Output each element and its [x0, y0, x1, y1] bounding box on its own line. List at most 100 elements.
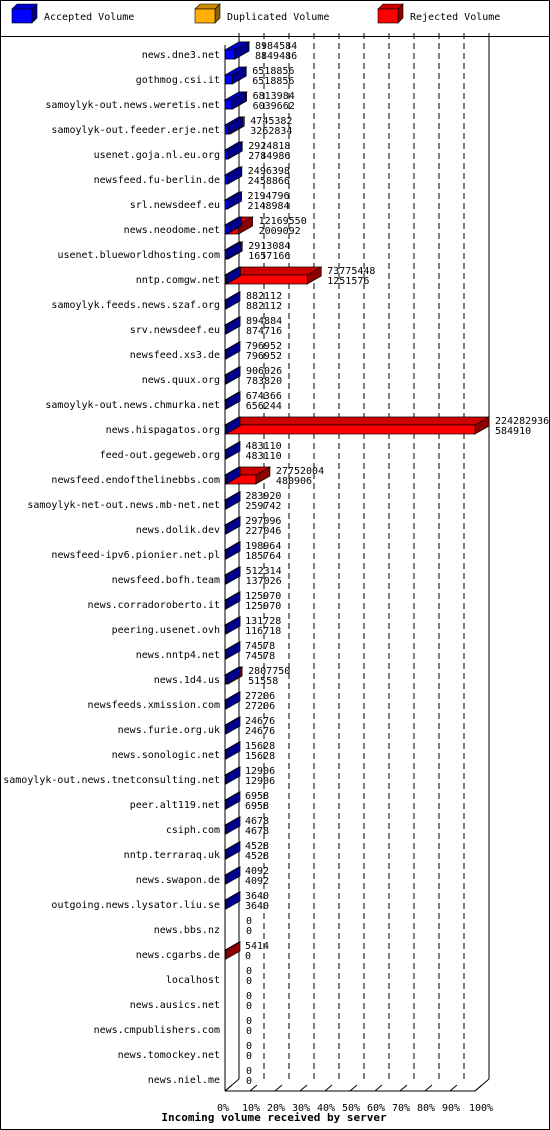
data-label-total: 27206 — [245, 691, 275, 702]
data-label-accepted: 6039662 — [253, 101, 295, 112]
category-label: localhost — [166, 975, 220, 986]
data-label-total: 74578 — [245, 641, 275, 652]
category-label: news.dne3.net — [142, 50, 220, 61]
category-label: usenet.goja.nl.eu.org — [94, 150, 220, 161]
x-tick-mark — [474, 1084, 483, 1092]
data-label-total: 0 — [246, 1066, 252, 1077]
data-label-accepted: 0 — [246, 976, 252, 987]
data-label-total: 24676 — [245, 716, 275, 727]
category-label: samoylyk-net-out.news.mb-net.net — [27, 500, 220, 511]
x-tick-mark — [349, 1084, 358, 1092]
bar-accepted — [224, 199, 228, 210]
x-tick-label: 60% — [367, 1103, 385, 1114]
category-label: news.corradoroberto.it — [88, 600, 220, 611]
data-label-accepted: 0 — [246, 1026, 252, 1037]
category-label: outgoing.news.lysator.liu.se — [51, 900, 220, 911]
category-label: gothmog.csi.it — [136, 75, 220, 86]
data-label-accepted: 6958 — [245, 801, 269, 812]
x-tick-label: 20% — [267, 1103, 285, 1114]
bar-accepted — [224, 774, 227, 785]
category-label: news.furie.org.uk — [118, 725, 220, 736]
category-label: newsfeed.bofh.team — [112, 575, 220, 586]
x-tick-label: 80% — [417, 1103, 435, 1114]
data-label-accepted: 483110 — [246, 451, 282, 462]
bar-accepted — [224, 499, 227, 510]
data-label-accepted: 6518856 — [252, 76, 294, 87]
bar-accepted — [224, 799, 227, 810]
bar-accepted — [224, 849, 227, 860]
data-label-accepted: 656244 — [246, 401, 282, 412]
data-label-accepted: 874716 — [246, 326, 282, 337]
data-label-total: 198964 — [245, 541, 281, 552]
legend-label: Rejected Volume — [410, 12, 500, 23]
bar-accepted — [224, 224, 228, 235]
data-label-accepted: 1657166 — [248, 251, 290, 262]
data-label-total: 894884 — [246, 316, 282, 327]
category-label: samoylyk-out.news.weretis.net — [45, 100, 220, 111]
bar-accepted — [224, 324, 227, 335]
data-label-accepted: 4092 — [245, 876, 269, 887]
category-label: newsfeed.fu-berlin.de — [94, 175, 220, 186]
data-label-total: 224282936 — [495, 416, 549, 427]
data-label-total: 12906 — [245, 766, 275, 777]
data-label-accepted: 2784986 — [248, 151, 290, 162]
data-label-accepted: 0 — [246, 1076, 252, 1087]
data-label-accepted: 12906 — [245, 776, 275, 787]
data-label-accepted: 125970 — [245, 601, 281, 612]
data-label-accepted: 2458866 — [248, 176, 290, 187]
x-tick-mark — [274, 1084, 283, 1092]
category-label: news.ausics.net — [130, 1000, 220, 1011]
bar-accepted — [224, 474, 227, 485]
category-label: news.quux.org — [142, 375, 220, 386]
category-label: news.cmpublishers.com — [94, 1025, 220, 1036]
data-label-accepted: 4678 — [245, 826, 269, 837]
category-label: news.1d4.us — [154, 675, 220, 686]
bar-rejected-top — [223, 416, 491, 426]
data-label-accepted: 1251576 — [327, 276, 369, 287]
category-label: news.swapon.de — [136, 875, 220, 886]
bar-accepted — [224, 574, 227, 585]
x-tick-label: 30% — [292, 1103, 310, 1114]
data-label-total: 4745382 — [250, 116, 292, 127]
category-label: usenet.blueworldhosting.com — [57, 250, 220, 261]
bar-accepted — [224, 724, 227, 735]
data-label-accepted: 15628 — [245, 751, 275, 762]
bar-accepted — [224, 524, 227, 535]
data-label-total: 0 — [246, 1016, 252, 1027]
data-label-accepted: 74578 — [245, 651, 275, 662]
data-label-total: 12169550 — [259, 216, 307, 227]
bar-accepted — [224, 124, 229, 135]
data-label-total: 27752004 — [276, 466, 324, 477]
data-label-accepted: 116718 — [245, 626, 281, 637]
bar-accepted — [224, 249, 228, 260]
data-label-total: 6518856 — [252, 66, 294, 77]
data-label-total: 6813984 — [253, 91, 295, 102]
bar-accepted — [224, 399, 227, 410]
category-label: srv.newsdeef.eu — [130, 325, 220, 336]
bar-accepted — [224, 74, 233, 85]
category-label: news.nntp4.net — [136, 650, 220, 661]
category-label: samoylyk-out.news.tnetconsulting.net — [3, 775, 220, 786]
data-label-total: 674366 — [246, 391, 282, 402]
category-label: newsfeed.endofthelinebbs.com — [51, 475, 220, 486]
x-tick-mark — [399, 1084, 408, 1092]
bar-accepted — [224, 599, 227, 610]
data-label-accepted: 584910 — [495, 426, 531, 437]
bar-accepted — [224, 99, 233, 110]
data-label-total: 4092 — [245, 866, 269, 877]
data-label-accepted: 51558 — [248, 676, 278, 687]
category-label: newsfeeds.xmission.com — [88, 700, 220, 711]
bar-accepted — [224, 374, 227, 385]
x-tick-label: 50% — [342, 1103, 360, 1114]
data-label-accepted: 2009092 — [259, 226, 301, 237]
data-label-total: 0 — [246, 1041, 252, 1052]
data-label-total: 2807750 — [248, 666, 290, 677]
category-label: csiph.com — [166, 825, 220, 836]
category-label: nntp.comgw.net — [136, 275, 220, 286]
bar-accepted — [224, 274, 227, 285]
category-label: nntp.terraraq.uk — [124, 850, 220, 861]
bar-accepted — [224, 899, 227, 910]
data-label-total: 0 — [246, 991, 252, 1002]
data-label-accepted: 882112 — [246, 301, 282, 312]
